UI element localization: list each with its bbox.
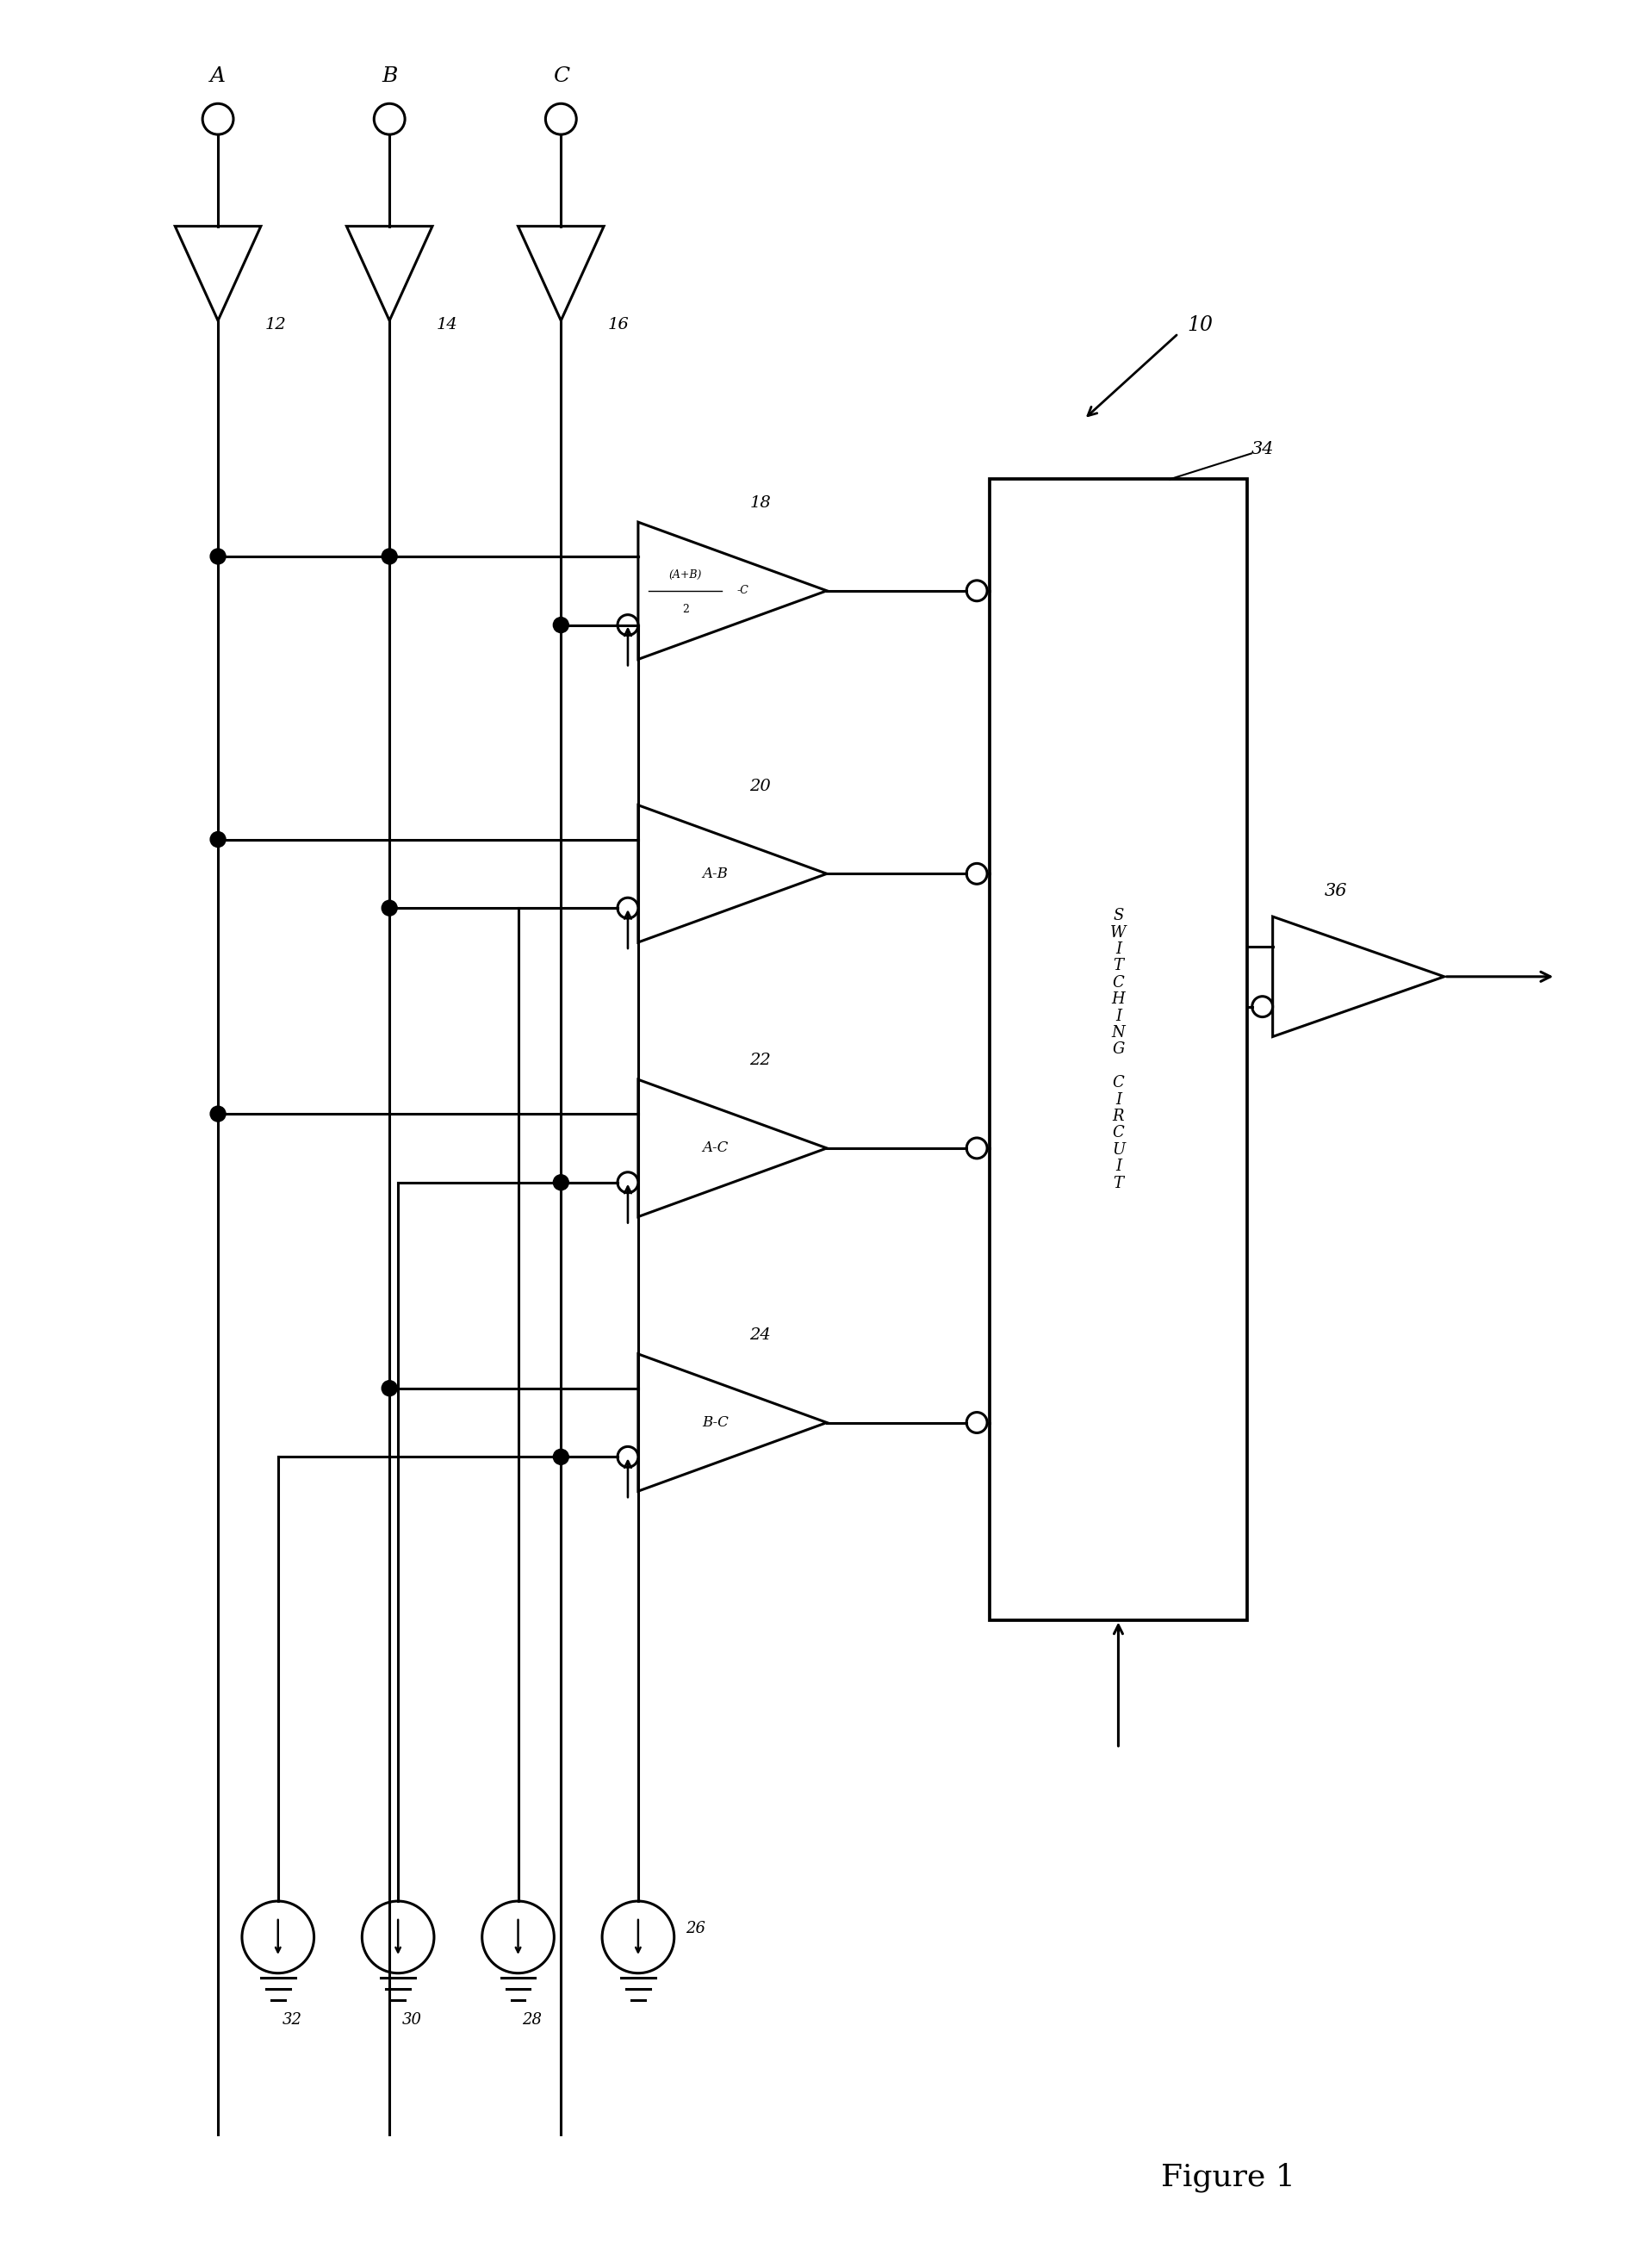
Circle shape	[1253, 996, 1272, 1016]
Text: 30: 30	[402, 2012, 423, 2028]
Text: 20: 20	[750, 778, 771, 794]
Bar	[990, 479, 1248, 1619]
Text: -C: -C	[736, 585, 748, 596]
Circle shape	[967, 1139, 986, 1159]
Text: 18: 18	[750, 494, 771, 510]
Circle shape	[554, 617, 568, 633]
Circle shape	[617, 898, 639, 919]
Text: 34: 34	[1251, 440, 1274, 458]
Text: A-C: A-C	[702, 1141, 728, 1154]
Text: B: B	[382, 66, 397, 86]
Circle shape	[967, 1413, 986, 1433]
Circle shape	[617, 1447, 639, 1467]
Polygon shape	[175, 227, 261, 320]
Text: 14: 14	[436, 318, 457, 333]
Text: 24: 24	[750, 1327, 771, 1343]
Text: 10: 10	[1187, 315, 1213, 336]
Circle shape	[967, 581, 986, 601]
Circle shape	[211, 1107, 225, 1123]
Circle shape	[211, 549, 225, 565]
Circle shape	[617, 615, 639, 635]
Text: B-C: B-C	[702, 1415, 728, 1429]
Text: 22: 22	[750, 1052, 771, 1068]
Circle shape	[211, 832, 225, 848]
Text: A-B: A-B	[702, 866, 728, 880]
Text: 36: 36	[1324, 882, 1347, 898]
Text: 16: 16	[607, 318, 629, 333]
Text: 2: 2	[683, 603, 689, 615]
Circle shape	[967, 864, 986, 885]
Text: A: A	[211, 66, 225, 86]
Circle shape	[554, 1175, 568, 1191]
Text: (A+B): (A+B)	[670, 569, 702, 581]
Circle shape	[382, 900, 397, 916]
Text: 26: 26	[686, 1921, 705, 1937]
Circle shape	[382, 549, 397, 565]
Circle shape	[382, 1381, 397, 1397]
Circle shape	[554, 1449, 568, 1465]
Circle shape	[617, 1173, 639, 1193]
Text: S
W
I
T
C
H
I
N
G
 
C
I
R
C
U
I
T: S W I T C H I N G C I R C U I T	[1110, 907, 1127, 1191]
Text: 28: 28	[523, 2012, 542, 2028]
Polygon shape	[346, 227, 433, 320]
Polygon shape	[518, 227, 604, 320]
Text: Figure 1: Figure 1	[1161, 2161, 1295, 2193]
Text: C: C	[552, 66, 570, 86]
Text: 12: 12	[265, 318, 286, 333]
Text: 32: 32	[283, 2012, 302, 2028]
